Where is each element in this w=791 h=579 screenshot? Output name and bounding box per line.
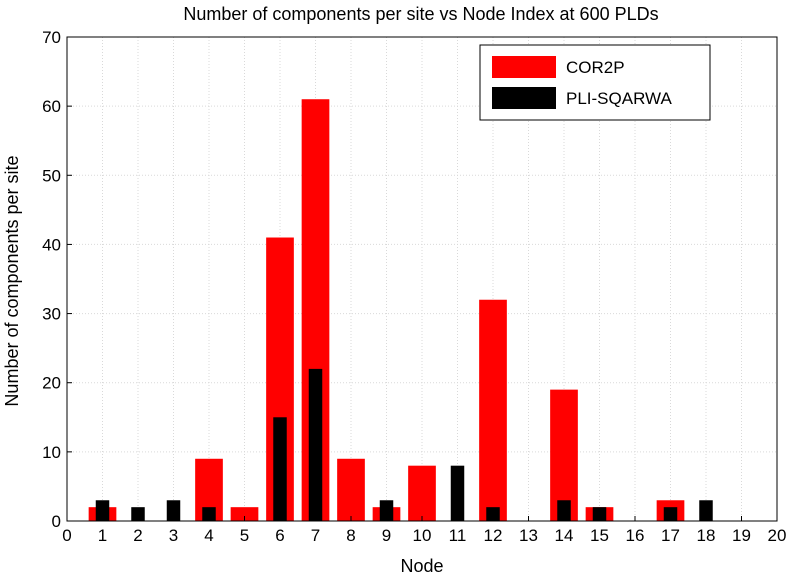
- bar-pli-sqarwa-node-11: [450, 465, 465, 521]
- x-tick-label: 5: [240, 526, 249, 545]
- bar-pli-sqarwa-node-14: [557, 500, 571, 521]
- bar-pli-sqarwa-node-1: [95, 500, 110, 521]
- x-tick-label: 16: [626, 526, 645, 545]
- bar-pli-sqarwa-node-7: [308, 368, 323, 521]
- bar-pli-sqarwa-node-2: [131, 507, 145, 521]
- x-tick-label: 6: [275, 526, 284, 545]
- x-tick-label: 20: [768, 526, 787, 545]
- bar-cor2p-node-10: [408, 465, 436, 521]
- x-tick-label: 2: [133, 526, 142, 545]
- x-tick-label: 0: [62, 526, 71, 545]
- y-tick-labels: 0 10 20 30 40 50 60 70: [42, 28, 72, 531]
- x-tick-label: 12: [484, 526, 503, 545]
- x-tick-label: 18: [697, 526, 716, 545]
- y-tick-label: 0: [52, 512, 61, 531]
- bar-pli-sqarwa-node-17: [663, 507, 678, 521]
- bar-cor2p-node-12: [479, 299, 507, 521]
- bar-cor2p-node-8: [337, 458, 365, 521]
- x-tick-label: 3: [169, 526, 178, 545]
- chart-title: Number of components per site vs Node In…: [183, 4, 658, 24]
- y-axis-label: Number of components per site: [2, 155, 22, 406]
- x-tick-label: 14: [555, 526, 574, 545]
- x-tick-labels: 0 1 2 3 4 5 6 7 8 9 10 11 12 13 14 15 16 17 18 19 20: [62, 516, 786, 545]
- x-tick-label: 11: [449, 526, 467, 545]
- x-tick-label: 8: [346, 526, 355, 545]
- x-tick-label: 15: [590, 526, 609, 545]
- y-tick-label: 50: [42, 166, 61, 185]
- y-tick-label: 20: [42, 374, 61, 393]
- y-tick-label: 30: [42, 305, 61, 324]
- bar-pli-sqarwa-node-9: [379, 500, 394, 521]
- x-axis-label: Node: [400, 556, 443, 576]
- legend-label: COR2P: [566, 58, 625, 77]
- bar-pli-sqarwa-node-6: [273, 417, 287, 521]
- legend: COR2P PLI-SQARWA: [479, 44, 711, 121]
- bar-pli-sqarwa-node-12: [486, 507, 500, 521]
- x-tick-label: 19: [732, 526, 751, 545]
- y-tick-label: 40: [42, 235, 61, 254]
- y-tick-label: 60: [42, 97, 61, 116]
- bar-pli-sqarwa-node-4: [202, 507, 216, 521]
- legend-label: PLI-SQARWA: [566, 89, 672, 108]
- x-tick-label: 17: [661, 526, 680, 545]
- y-tick-label: 10: [42, 443, 61, 462]
- legend-swatch: [492, 56, 556, 78]
- bar-cor2p-node-5: [230, 507, 259, 521]
- x-tick-label: 13: [519, 526, 538, 545]
- bar-pli-sqarwa-node-18: [699, 500, 713, 521]
- x-tick-label: 7: [311, 526, 320, 545]
- y-tick-label: 70: [42, 28, 61, 47]
- bar-pli-sqarwa-node-15: [592, 507, 607, 521]
- legend-swatch: [492, 87, 556, 109]
- bar-cor2p-node-14: [550, 389, 578, 521]
- x-tick-label: 9: [382, 526, 391, 545]
- bars: [88, 99, 713, 521]
- x-tick-label: 1: [98, 526, 107, 545]
- bar-pli-sqarwa-node-3: [166, 500, 181, 521]
- x-tick-label: 10: [413, 526, 432, 545]
- x-tick-label: 4: [204, 526, 213, 545]
